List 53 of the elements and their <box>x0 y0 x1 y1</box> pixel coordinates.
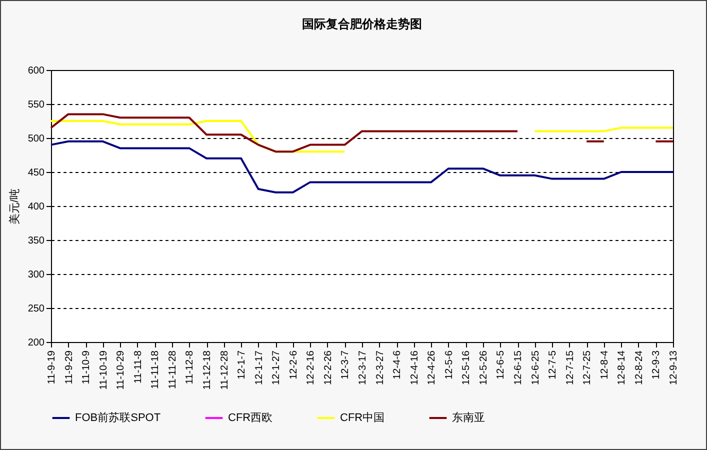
x-tick-label: 11-9-29 <box>64 350 75 384</box>
x-tick-label: 11-12-28 <box>219 350 230 390</box>
x-tick-label: 12-7-5 <box>548 350 559 380</box>
x-tick-label: 11-11-18 <box>150 350 162 390</box>
x-tick-label: 12-8-14 <box>616 350 628 385</box>
x-tick-label: 12-5-6 <box>444 350 455 380</box>
x-tick-label: 12-6-25 <box>530 350 542 385</box>
x-tick-label: 11-10-29 <box>116 350 127 390</box>
x-tick-label: 12-1-7 <box>236 350 248 380</box>
x-tick-label: 12-3-7 <box>340 350 352 380</box>
line-series <box>50 140 674 194</box>
y-tick-label: 200 <box>28 338 45 348</box>
x-tick-label: 11-11-8 <box>132 350 144 384</box>
x-tick-label: 11-10-9 <box>81 350 92 384</box>
x-tick-label: 11-12-18 <box>202 350 213 390</box>
y-tick-label: 500 <box>28 134 45 144</box>
x-tick-label: 12-4-6 <box>392 350 404 380</box>
x-tick-label: 12-7-15 <box>564 350 576 385</box>
x-tick-label: 12-9-3 <box>651 350 662 380</box>
x-tick-label: 12-5-26 <box>478 350 490 385</box>
x-tick-label: 12-4-26 <box>426 350 438 385</box>
x-tick-label: 12-1-27 <box>271 350 282 385</box>
legend-label: CFR西欧 <box>228 412 273 424</box>
x-tick-label: 12-4-16 <box>409 350 420 385</box>
legend-label: FOB前苏联SPOT <box>75 411 161 424</box>
y-tick-label: 250 <box>28 304 45 314</box>
x-tick-label: 12-6-5 <box>496 350 507 380</box>
x-tick-label: 12-8-4 <box>599 350 610 380</box>
x-tick-label: 12-3-17 <box>358 350 368 385</box>
y-axis-title: 美元/吨 <box>8 188 21 225</box>
x-tick-label: 11-10-19 <box>98 350 110 390</box>
x-tick-label: 12-5-16 <box>461 350 472 385</box>
x-tick-label: 12-2-16 <box>306 350 317 385</box>
x-tick-label: 11-12-8 <box>184 350 196 384</box>
y-tick-label: 550 <box>28 100 45 110</box>
x-tick-label: 12-7-25 <box>582 350 594 385</box>
chart-title: 国际复合肥价格走势图 <box>302 17 422 31</box>
x-tick-label: 12-6-15 <box>513 350 524 385</box>
x-tick-label: 11-9-19 <box>46 350 58 384</box>
x-tick-label: 12-2-26 <box>322 350 334 385</box>
y-tick-label: 400 <box>28 202 45 212</box>
x-tick-label: 12-8-24 <box>634 350 645 385</box>
y-tick-label: 300 <box>28 270 45 280</box>
legend-label: CFR中国 <box>340 411 385 424</box>
legend-label: 东南亚 <box>452 411 485 424</box>
x-tick-label: 12-3-27 <box>374 350 386 385</box>
x-tick-label: 11-11-28 <box>167 350 178 390</box>
x-tick-label: 12-2-6 <box>288 350 300 380</box>
y-tick-label: 600 <box>28 66 45 76</box>
y-tick-label: 350 <box>28 236 45 246</box>
x-tick-label: 12-1-17 <box>254 350 265 385</box>
y-tick-label: 450 <box>28 168 45 178</box>
x-tick-label: 12-9-13 <box>668 350 680 385</box>
